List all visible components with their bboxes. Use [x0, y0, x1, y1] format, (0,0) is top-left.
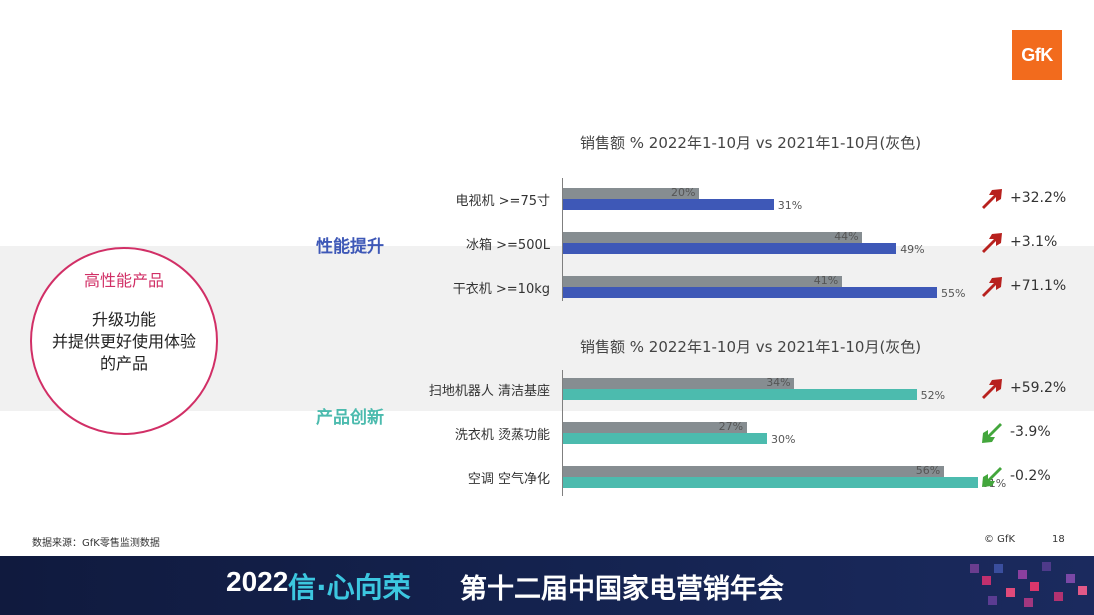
circle-line-2: 并提供更好使用体验	[51, 332, 196, 351]
category-label: 空调 空气净化	[467, 472, 550, 487]
chart-axis-innovation	[562, 370, 563, 496]
category-label: 干衣机 >=10kg	[452, 282, 550, 297]
value-label-2021: 56%	[915, 464, 941, 477]
bar-2021	[563, 188, 699, 199]
circle-description: 升级功能 并提供更好使用体验 的产品	[32, 309, 216, 375]
bar-2022	[563, 287, 937, 298]
value-label-2021: 34%	[766, 376, 791, 389]
arrow-down-left-icon	[982, 423, 1002, 443]
category-label: 电视机 >=75寸	[455, 194, 550, 209]
arrow-down-left-icon	[982, 467, 1002, 487]
footer-year: 2022	[226, 566, 289, 597]
value-label-2022: 31%	[777, 199, 803, 212]
change-percent: +3.1%	[1010, 234, 1058, 250]
chart-title-performance: 销售额 % 2022年1-10月 vs 2021年1-10月(灰色)	[580, 134, 922, 152]
chart-axis-performance	[562, 178, 563, 301]
value-label-2021: 41%	[813, 274, 839, 287]
circle-title: 高性能产品	[83, 271, 164, 290]
footer-mosaic-decoration	[970, 562, 1087, 607]
copyright: © GfK	[984, 534, 1016, 545]
circle-line-1: 升级功能	[91, 310, 156, 329]
arrow-up-right-icon	[982, 233, 1002, 253]
bar-2022	[563, 243, 897, 254]
bar-2022	[563, 199, 774, 210]
gfk-logo: GfK	[1012, 30, 1062, 80]
change-percent: +71.1%	[1010, 278, 1067, 294]
bar-2021	[563, 232, 863, 243]
arrow-up-right-icon	[982, 277, 1002, 297]
circle-line-3: 的产品	[99, 354, 148, 373]
bar-2021	[563, 466, 944, 477]
footer-banner: 2022 信·心向荣 第十二届中国家电营销年会	[0, 556, 1094, 615]
high-performance-circle: 高性能产品 升级功能 并提供更好使用体验 的产品	[30, 247, 218, 435]
footer-title: 第十二届中国家电营销年会	[460, 574, 784, 605]
chart-title-innovation: 销售额 % 2022年1-10月 vs 2021年1-10月(灰色)	[580, 338, 922, 356]
group-label-innovation: 产品创新	[316, 408, 384, 428]
value-label-2022: 55%	[941, 287, 966, 300]
value-label-2021: 27%	[718, 420, 744, 433]
bar-2021	[563, 378, 795, 389]
data-source: 数据来源：GfK零售监测数据	[32, 538, 160, 549]
bar-2021	[563, 422, 747, 433]
arrow-up-right-icon	[982, 189, 1002, 209]
change-percent: -0.2%	[1010, 468, 1051, 484]
bar-2022	[563, 389, 917, 400]
bar-2021	[563, 276, 842, 287]
category-label: 冰箱 >=500L	[466, 238, 550, 253]
page-number: 18	[1052, 534, 1065, 545]
value-label-2022: 49%	[900, 243, 925, 256]
bar-2022	[563, 433, 767, 444]
value-label-2022: 52%	[920, 389, 946, 402]
value-label-2021: 20%	[671, 186, 696, 199]
change-percent: +32.2%	[1010, 190, 1067, 206]
change-percent: -3.9%	[1010, 424, 1051, 440]
footer-slogan: 信·心向荣	[288, 571, 411, 604]
arrow-up-right-icon	[982, 379, 1002, 399]
value-label-2021: 44%	[834, 230, 859, 243]
change-percent: +59.2%	[1010, 380, 1067, 396]
value-label-2022: 30%	[771, 433, 796, 446]
group-label-performance: 性能提升	[316, 237, 384, 257]
category-label: 洗衣机 烫蒸功能	[454, 428, 550, 443]
category-label: 扫地机器人 清洁基座	[428, 384, 550, 399]
bar-2022	[563, 477, 978, 488]
